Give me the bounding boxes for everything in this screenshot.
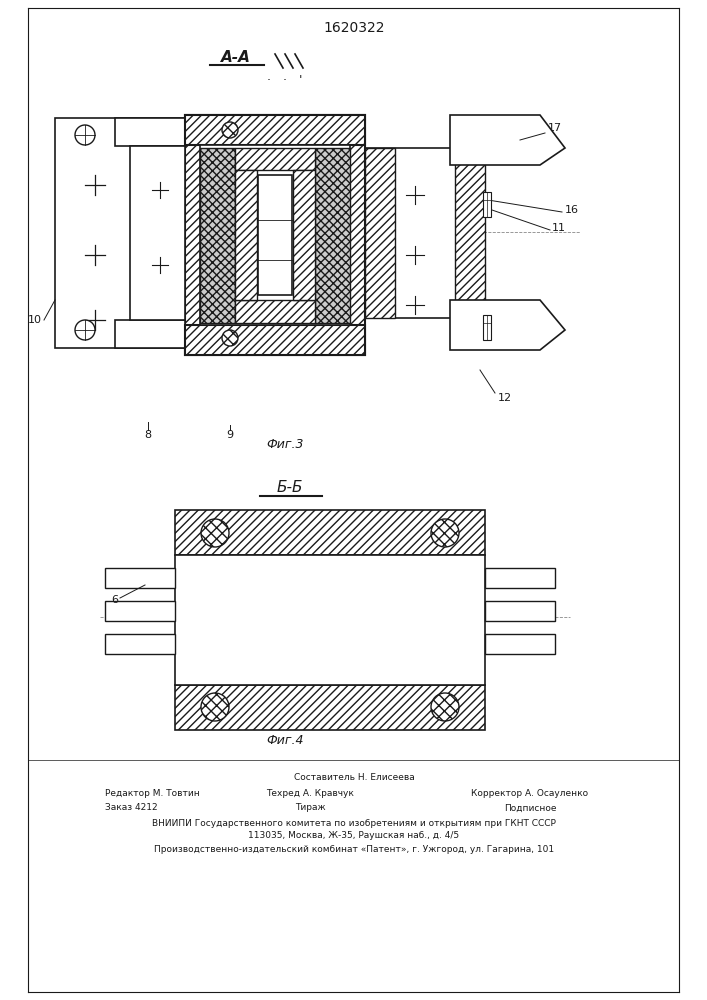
Bar xyxy=(315,148,350,323)
Ellipse shape xyxy=(222,122,238,138)
Bar xyxy=(105,634,175,654)
Text: 113035, Москва, Ж-35, Раушская наб., д. 4/5: 113035, Москва, Ж-35, Раушская наб., д. … xyxy=(248,832,460,840)
Text: 13: 13 xyxy=(330,243,344,253)
Text: 16: 16 xyxy=(565,205,579,215)
Ellipse shape xyxy=(75,125,95,145)
Bar xyxy=(485,601,555,621)
Bar xyxy=(115,118,185,146)
Bar xyxy=(185,115,365,355)
Bar xyxy=(485,634,555,654)
Text: Фиг.4: Фиг.4 xyxy=(267,734,304,746)
Bar xyxy=(175,510,485,555)
Bar xyxy=(200,145,350,325)
Text: 11: 11 xyxy=(552,223,566,233)
Ellipse shape xyxy=(431,693,459,721)
Bar xyxy=(185,115,365,145)
Polygon shape xyxy=(450,300,565,350)
Bar xyxy=(235,148,315,170)
Bar xyxy=(258,175,292,295)
Text: 1620322: 1620322 xyxy=(323,21,385,35)
Text: 9: 9 xyxy=(226,430,233,440)
Ellipse shape xyxy=(431,519,459,547)
Bar xyxy=(293,170,315,300)
Bar xyxy=(235,300,315,323)
Text: Производственно-издательский комбинат «Патент», г. Ужгород, ул. Гагарина, 101: Производственно-издательский комбинат «П… xyxy=(154,844,554,854)
Ellipse shape xyxy=(201,519,229,547)
Text: 17: 17 xyxy=(548,123,562,133)
Text: Фиг.3: Фиг.3 xyxy=(267,438,304,452)
Bar xyxy=(235,170,257,300)
Bar xyxy=(175,555,485,685)
Bar xyxy=(200,148,235,323)
Bar xyxy=(55,118,185,348)
Text: Б-Б: Б-Б xyxy=(276,481,303,495)
Text: Составитель Н. Елисеева: Составитель Н. Елисеева xyxy=(293,774,414,782)
Bar xyxy=(105,601,175,621)
Text: ВНИИПИ Государственного комитета по изобретениям и открытиям при ГКНТ СССР: ВНИИПИ Государственного комитета по изоб… xyxy=(152,818,556,828)
Bar xyxy=(175,685,485,730)
Text: Тираж: Тираж xyxy=(295,804,325,812)
Bar xyxy=(455,148,485,318)
Text: 6: 6 xyxy=(111,595,118,605)
Text: 14: 14 xyxy=(221,230,235,240)
Bar xyxy=(115,320,185,348)
Text: Подписное: Подписное xyxy=(504,804,556,812)
Text: ·   ·   ': · · ' xyxy=(267,74,303,87)
Bar xyxy=(485,568,555,588)
Polygon shape xyxy=(450,115,565,165)
Text: А-А: А-А xyxy=(221,50,251,66)
Text: Корректор А. Осауленко: Корректор А. Осауленко xyxy=(472,788,588,798)
Ellipse shape xyxy=(75,320,95,340)
Text: Редактор М. Товтин: Редактор М. Товтин xyxy=(105,788,200,798)
Bar xyxy=(483,315,491,340)
Ellipse shape xyxy=(222,330,238,346)
Text: 10: 10 xyxy=(28,315,42,325)
Bar xyxy=(365,148,395,318)
Bar xyxy=(185,325,365,355)
Text: Техред А. Кравчук: Техред А. Кравчук xyxy=(266,788,354,798)
Bar xyxy=(105,568,175,588)
Text: 8: 8 xyxy=(144,430,151,440)
Bar xyxy=(483,192,491,217)
Ellipse shape xyxy=(201,693,229,721)
Text: Заказ 4212: Заказ 4212 xyxy=(105,804,158,812)
Bar xyxy=(365,148,485,318)
Bar xyxy=(130,146,185,320)
Text: 12: 12 xyxy=(498,393,512,403)
